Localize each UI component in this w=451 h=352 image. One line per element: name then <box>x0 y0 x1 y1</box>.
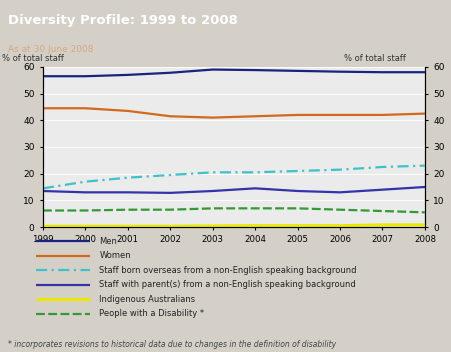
Text: % of total staff: % of total staff <box>343 54 405 63</box>
Text: * incorporates revisions to historical data due to changes in the definition of : * incorporates revisions to historical d… <box>8 340 336 349</box>
Text: Women: Women <box>99 251 131 260</box>
Text: As at 30 June 2008: As at 30 June 2008 <box>8 45 93 54</box>
Text: Staff with parent(s) from a non-English speaking background: Staff with parent(s) from a non-English … <box>99 281 355 289</box>
Text: Men: Men <box>99 237 117 246</box>
Text: % of total staff: % of total staff <box>2 54 64 63</box>
Text: Staff born overseas from a non-English speaking background: Staff born overseas from a non-English s… <box>99 266 356 275</box>
Text: Diversity Profile: 1999 to 2008: Diversity Profile: 1999 to 2008 <box>8 14 238 27</box>
Text: Indigenous Australians: Indigenous Australians <box>99 295 195 304</box>
Text: People with a Disability *: People with a Disability * <box>99 309 204 319</box>
